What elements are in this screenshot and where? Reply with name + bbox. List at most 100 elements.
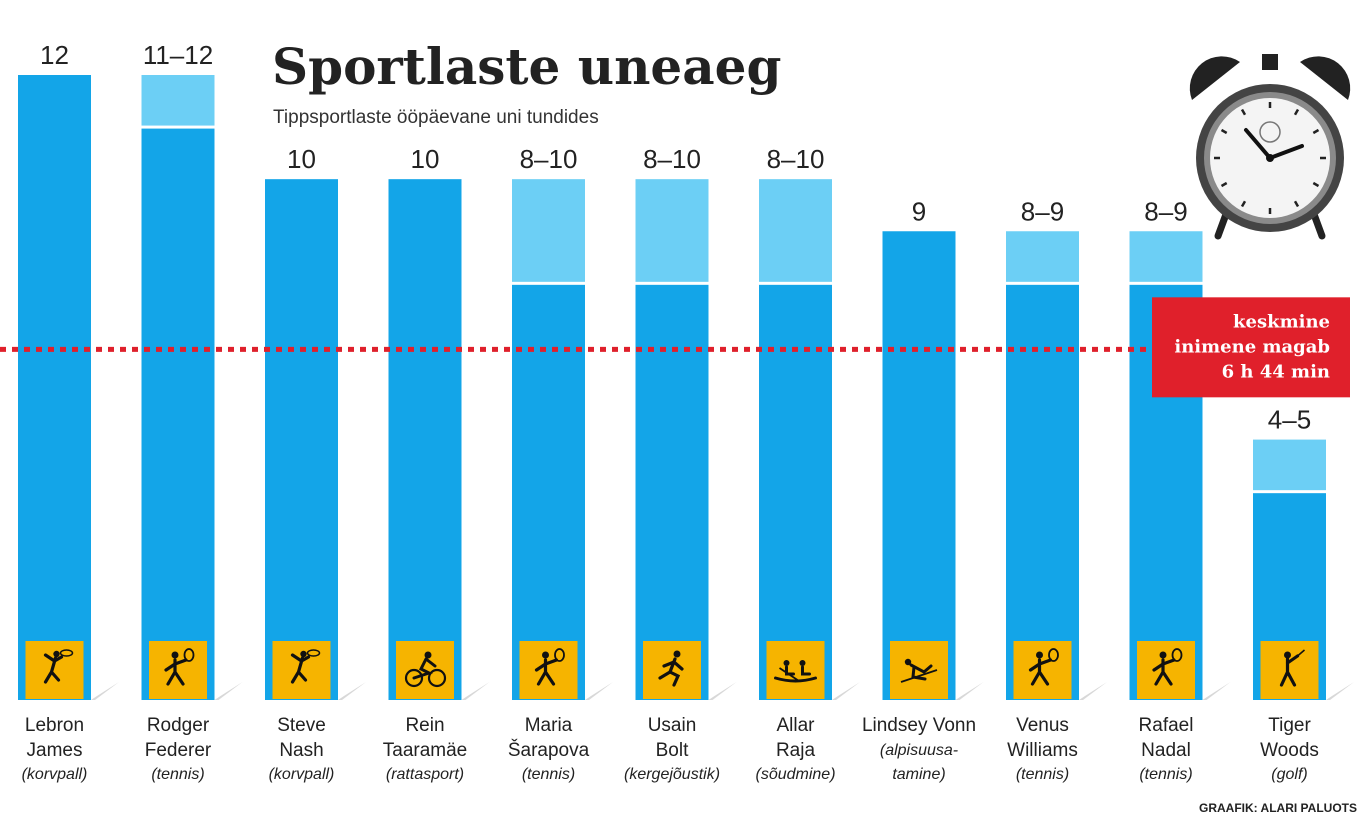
bar [141, 128, 215, 701]
reference-note: keskmine [1233, 311, 1330, 332]
reference-box [1152, 297, 1350, 398]
athlete-last-name: Federer [145, 740, 212, 761]
bar [18, 75, 91, 700]
athlete-sport: (rattasport) [386, 766, 464, 783]
reference-layer: keskmine inimene magab 6 h 44 min [0, 297, 1350, 398]
bar [882, 231, 956, 700]
chart-title: Sportlaste uneaeg [272, 37, 781, 96]
running-icon [643, 641, 701, 699]
bar-range-divider [1006, 281, 1079, 285]
bar-shadow [708, 682, 737, 700]
athlete-first-name: Rein [405, 715, 444, 736]
athlete-first-name: Lebron [25, 715, 84, 736]
athlete-sport: (kergejõustik) [624, 766, 720, 783]
athlete-first-name: Usain [648, 715, 697, 736]
chart-subtitle: Tippsportlaste ööpäevane uni tundides [273, 107, 599, 128]
bar-shadow [91, 682, 119, 700]
tennis-icon [519, 641, 578, 699]
cycling-icon [396, 641, 454, 699]
tennis-icon [1013, 641, 1072, 699]
athlete-last-name: Bolt [656, 740, 689, 761]
alarm-clock-icon [1189, 54, 1351, 240]
bar-range [635, 179, 709, 284]
athlete-sport: (sõudmine) [755, 766, 835, 783]
athlete-first-name: Venus [1016, 715, 1069, 736]
bar-range [1253, 439, 1326, 492]
athlete-first-name: Rodger [147, 715, 210, 736]
athlete-sport: (tennis) [151, 766, 204, 783]
bar-range [1006, 231, 1079, 284]
bar [388, 179, 462, 700]
athlete-last-name: Williams [1007, 740, 1078, 761]
bar-shadow [955, 682, 984, 700]
athlete-sport: (tennis) [1016, 766, 1069, 783]
reference-note: inimene magab [1174, 336, 1330, 357]
athlete-last-name: Raja [776, 740, 816, 761]
bar-range [759, 179, 832, 284]
value-label: 8–10 [520, 144, 578, 174]
bar [265, 179, 338, 700]
value-label: 8–9 [1144, 196, 1187, 226]
athlete-first-name: Allar [776, 715, 815, 736]
value-label: 8–10 [767, 144, 825, 174]
bar-range-divider [1129, 281, 1203, 285]
bar-shadow [214, 682, 243, 700]
bar-shadow [585, 682, 613, 700]
value-label: 11–12 [143, 40, 213, 70]
bar [1006, 284, 1079, 700]
athlete-first-name: Maria [525, 715, 573, 736]
bar-range [141, 75, 215, 128]
athlete-last-name: Nash [279, 740, 323, 761]
tennis-icon [149, 641, 207, 699]
bar-range-divider [512, 281, 585, 285]
value-label: 10 [287, 144, 316, 174]
bar [635, 284, 709, 700]
tennis-icon [1137, 641, 1195, 699]
athlete-first-name: Lindsey Vonn [862, 715, 976, 736]
value-label: 4–5 [1268, 405, 1311, 435]
athlete-first-name: Rafael [1139, 715, 1194, 736]
athlete-sport: (korvpall) [22, 766, 88, 783]
bar-shadow [1202, 682, 1231, 700]
athlete-sport: (korvpall) [269, 766, 335, 783]
bar-range [512, 179, 585, 284]
bar-range-divider [141, 125, 215, 129]
value-label: 8–10 [643, 144, 701, 174]
athlete-first-name: Steve [277, 715, 326, 736]
bar-shadow [338, 682, 366, 700]
value-label: 8–9 [1021, 196, 1064, 226]
bar-range-divider [1253, 490, 1326, 494]
athlete-last-name: Nadal [1141, 740, 1191, 761]
bar-range-divider [759, 281, 832, 285]
bar [759, 284, 832, 700]
athlete-sport: (golf) [1271, 766, 1307, 783]
athlete-last-name: Taaramäe [383, 740, 468, 761]
bar-shadow [1079, 682, 1107, 700]
bar-shadow [832, 682, 860, 700]
value-label: 10 [411, 144, 440, 174]
athlete-first-name: Tiger [1268, 715, 1311, 736]
bar-shadow [461, 682, 490, 700]
reference-note: 6 h 44 min [1222, 361, 1330, 382]
bar-range-divider [635, 281, 709, 285]
bars-layer [18, 75, 1354, 701]
athlete-sport: (tennis) [522, 766, 575, 783]
value-label: 12 [40, 40, 69, 70]
athlete-last-name: Šarapova [508, 739, 590, 761]
athlete-last-name: James [27, 740, 83, 761]
bar [512, 284, 585, 700]
rowing-icon [766, 641, 825, 699]
labels-layer: 12 Lebron James (korvpall) 11–12 Rodger Federe… [22, 40, 1319, 783]
bar-shadow [1326, 682, 1354, 700]
basketball-icon [272, 641, 331, 699]
credit: GRAAFIK: ALARI PALUOTS [1199, 801, 1357, 815]
athlete-sport: (alpisuusa- [880, 742, 958, 759]
golf-icon [1260, 641, 1319, 699]
athlete-sport-line2: tamine) [892, 766, 945, 783]
bar-range [1129, 231, 1203, 284]
basketball-icon [25, 641, 84, 699]
value-label: 9 [912, 196, 926, 226]
athlete-sport: (tennis) [1139, 766, 1192, 783]
skiing-icon [890, 641, 948, 699]
